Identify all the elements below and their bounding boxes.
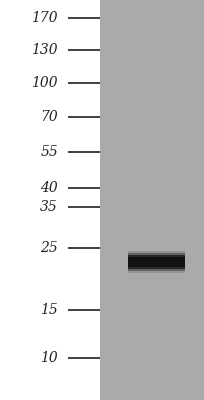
- Text: 70: 70: [40, 110, 58, 124]
- Bar: [128, 253, 185, 271]
- Text: 10: 10: [40, 351, 58, 365]
- Bar: [128, 251, 185, 273]
- Text: 40: 40: [40, 181, 58, 195]
- Text: 130: 130: [31, 43, 58, 57]
- Bar: [100, 0, 204, 400]
- Text: 25: 25: [40, 241, 58, 255]
- Text: 35: 35: [40, 200, 58, 214]
- Text: 100: 100: [31, 76, 58, 90]
- Bar: [128, 257, 185, 267]
- Bar: [128, 255, 185, 269]
- Text: 15: 15: [40, 303, 58, 317]
- Text: 55: 55: [40, 145, 58, 159]
- Text: 170: 170: [31, 11, 58, 25]
